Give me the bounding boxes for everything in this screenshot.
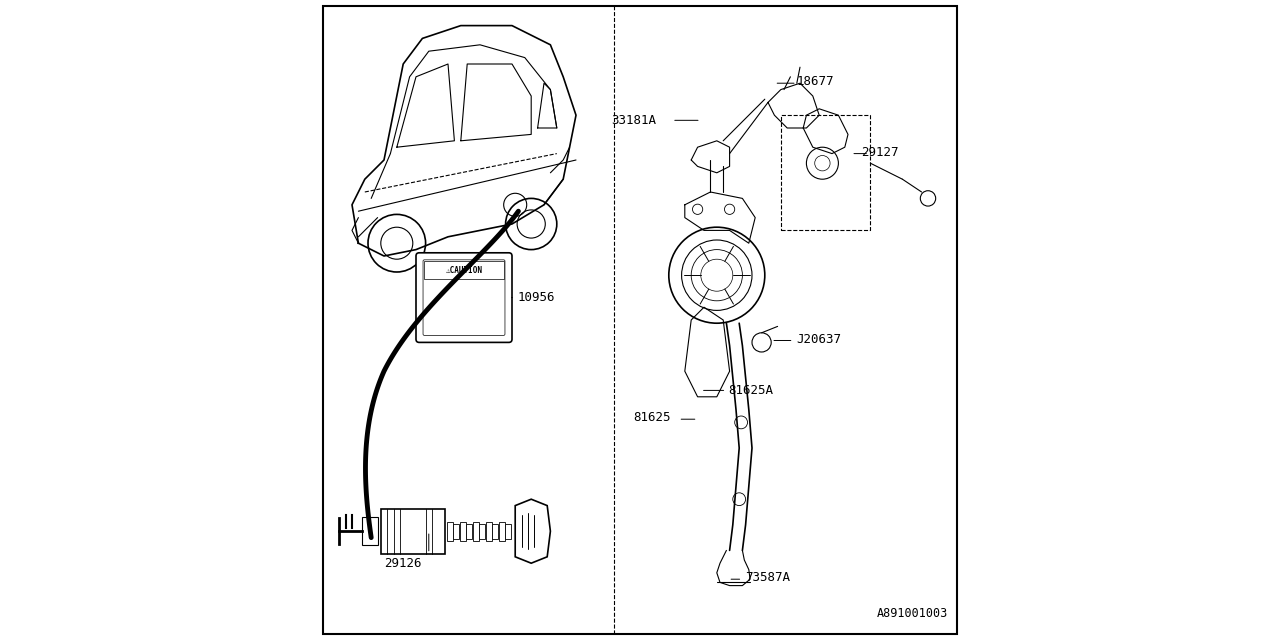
Bar	[506, 524, 511, 539]
Bar	[480, 524, 485, 539]
Text: A891001003: A891001003	[877, 607, 948, 620]
Text: 33181A: 33181A	[612, 114, 657, 127]
FancyBboxPatch shape	[422, 260, 506, 335]
Bar	[493, 524, 498, 539]
Text: ⚠CAUTION: ⚠CAUTION	[445, 266, 483, 275]
Bar	[781, 115, 870, 230]
Text: 29127: 29127	[860, 146, 899, 159]
Text: J20637: J20637	[796, 333, 842, 346]
Bar	[425, 261, 504, 279]
FancyBboxPatch shape	[416, 253, 512, 342]
Bar	[362, 517, 378, 545]
Bar	[447, 522, 453, 541]
Bar	[486, 522, 492, 541]
Text: 18677: 18677	[796, 76, 835, 88]
Bar	[472, 522, 479, 541]
Text: 10956: 10956	[517, 291, 554, 304]
Text: 73587A: 73587A	[745, 572, 791, 584]
Bar	[460, 522, 466, 541]
Text: 81625: 81625	[634, 412, 671, 424]
Text: 29126: 29126	[384, 557, 421, 570]
Bar	[381, 509, 445, 554]
Bar	[499, 522, 504, 541]
Text: 81625A: 81625A	[728, 384, 773, 397]
Bar	[453, 524, 460, 539]
Bar	[466, 524, 472, 539]
